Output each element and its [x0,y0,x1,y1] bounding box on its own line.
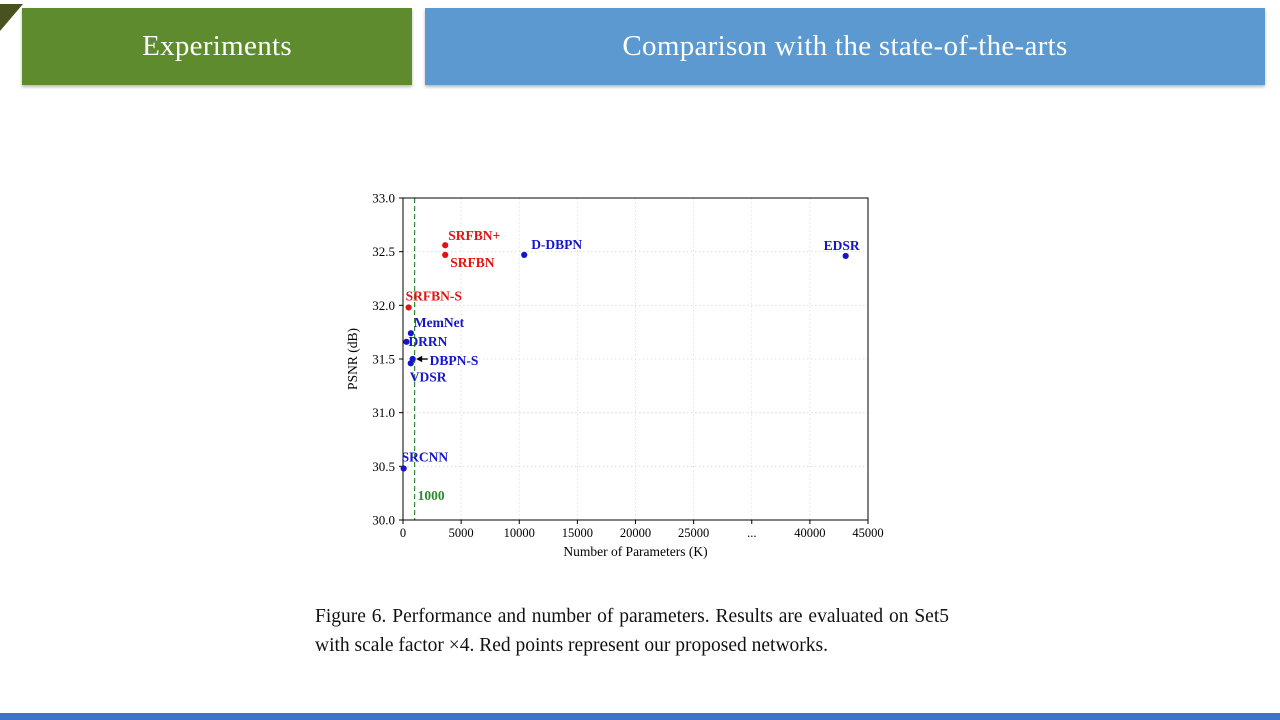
data-point-dbpn-s [409,355,416,363]
data-point-srcnn [400,465,407,472]
x-tick-label: 45000 [852,526,883,540]
x-tick-label: 0 [400,526,406,540]
x-tick-label: 5000 [449,526,474,540]
section-header-experiments: Experiments [22,8,412,85]
point-label-drrn: DRRN [408,334,447,349]
section-header-comparison-label: Comparison with the state-of-the-arts [622,30,1068,62]
point-label-dbpn-s: DBPN-S [430,353,479,368]
data-point-memnet [407,330,414,337]
corner-fold-decoration [0,4,23,31]
point-label-vdsr: VDSR [410,369,447,384]
section-header-comparison: Comparison with the state-of-the-arts [425,8,1265,85]
reference-line-label: 1000 [418,488,445,503]
x-tick-label: ... [747,526,756,540]
y-tick-label: 32.5 [372,244,395,259]
y-tick-label: 33.0 [372,191,395,206]
data-point-srfbn-s [405,304,412,311]
y-axis-title: PSNR (dB) [345,328,360,390]
point-label-d-dbpn: D-DBPN [531,237,582,252]
y-tick-label: 31.0 [372,405,395,420]
data-point-srfbn+ [442,242,449,249]
x-axis-title: Number of Parameters (K) [563,544,707,559]
point-label-srcnn: SRCNN [402,449,449,464]
section-header-experiments-label: Experiments [142,30,292,62]
point-label-srfbn-s: SRFBN-S [406,288,462,303]
point-label-srfbn: SRFBN [450,255,495,270]
point-label-srfbn+: SRFBN+ [448,228,500,243]
footer-accent-bar [0,713,1280,720]
x-tick-label: 10000 [504,526,535,540]
y-tick-label: 30.0 [372,513,395,528]
x-tick-label: 40000 [794,526,825,540]
figure6-chart: 1000 0 5000 10000 15000 20000 25000... 40000 450… [340,179,915,584]
data-point-edsr [842,252,849,260]
data-point-srfbn [442,251,449,258]
y-tick-label: 31.5 [372,352,395,367]
y-tick-label: 32.0 [372,298,395,313]
y-tick-label: 30.5 [372,459,395,474]
figure6-caption: Figure 6. Performance and number of para… [315,605,949,656]
x-tick-label: 20000 [620,526,651,540]
data-point-drrn [403,338,410,345]
scatter-plot-svg: 10000 5000 10000 15000 20000 25000... 40000 450… [345,191,884,560]
point-label-memnet: MemNet [414,315,465,330]
x-tick-label: 15000 [562,526,593,540]
x-tick-label: 25000 [678,526,709,540]
point-label-edsr: EDSR [824,238,860,253]
data-point-d-dbpn [521,251,528,258]
